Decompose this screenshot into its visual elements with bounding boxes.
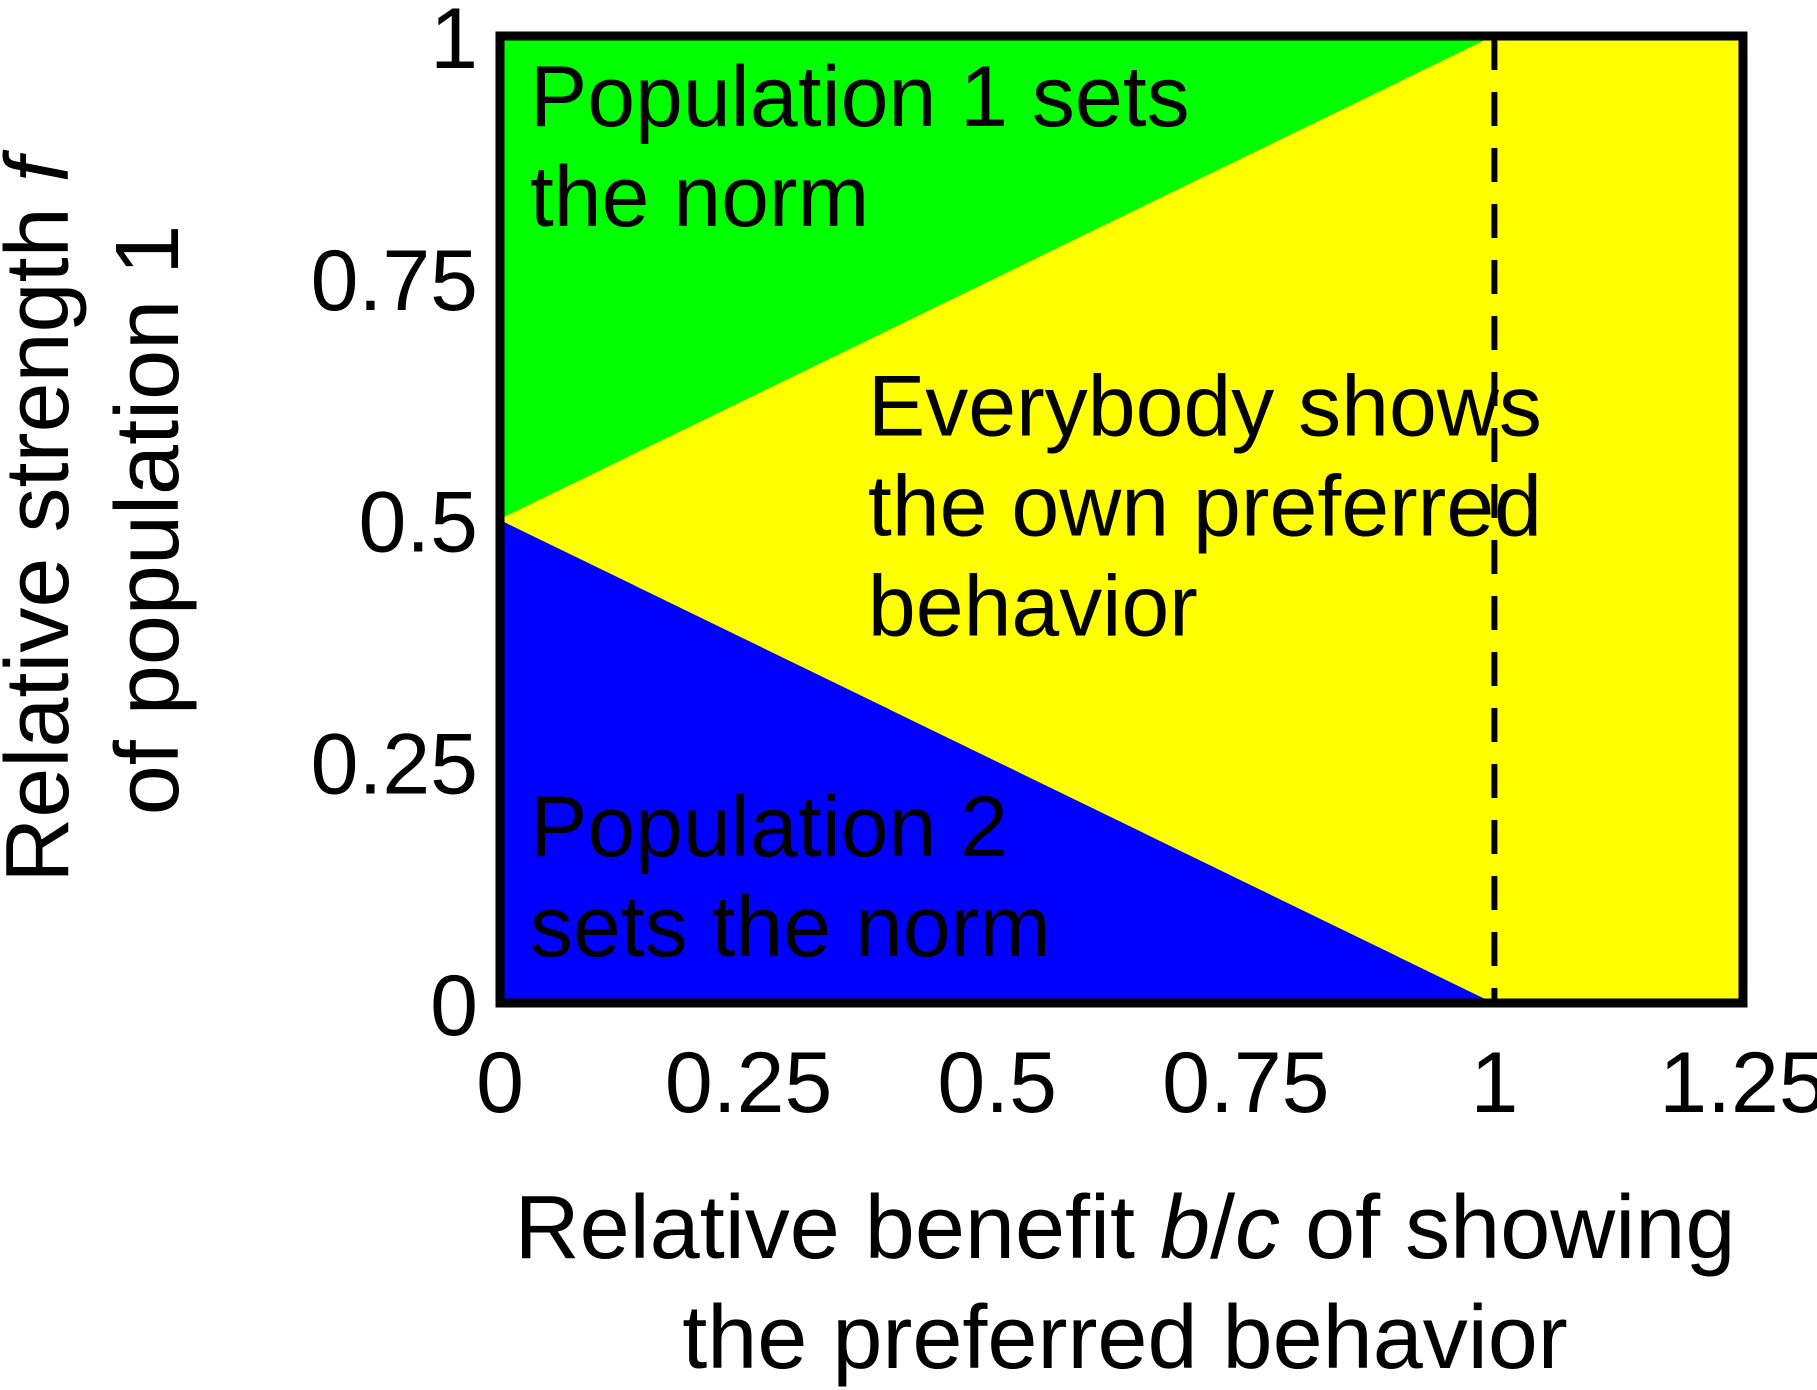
axis-label-line: the preferred behavior <box>682 1288 1568 1388</box>
y-tick-label: 0.75 <box>311 233 478 329</box>
regions-layer <box>498 35 1744 1004</box>
x-tick-label: 0 <box>476 1035 524 1131</box>
population-1-region-label: Population 1 sets the norm <box>530 49 1190 245</box>
axis-label-line: of population 1 <box>98 225 198 816</box>
x-tick-label: 0.75 <box>1162 1035 1329 1131</box>
y-tick-labels: 0 0.25 0.5 0.75 1 <box>311 0 478 1054</box>
population-2-region-label: Population 2 sets the norm <box>530 779 1051 975</box>
y-tick-label: 0.5 <box>358 475 478 571</box>
y-axis-label: Relative strength fof population 1 <box>0 149 198 882</box>
region-labels-layer: Population 1 sets the norm Population 2 set… <box>530 49 1542 975</box>
everybody-region-label: Everybody shows the own preferred behavior <box>868 358 1542 654</box>
y-tick-label: 1 <box>430 0 478 87</box>
x-tick-label: 1 <box>1470 1035 1518 1131</box>
plot-frame-layer <box>495 31 1748 1008</box>
x-tick-labels: 0 0.25 0.5 0.75 1 1.25 <box>476 1035 1817 1131</box>
axis-label-line: Relative benefit b/c of showing <box>515 1178 1736 1278</box>
plot-frame <box>495 31 1748 1008</box>
x-tick-label: 0.5 <box>937 1035 1057 1131</box>
x-tick-label: 1.25 <box>1659 1035 1817 1131</box>
y-tick-label: 0 <box>430 958 478 1054</box>
axis-label-line: Relative strength f <box>0 149 88 882</box>
x-tick-label: 0.25 <box>665 1035 832 1131</box>
y-tick-label: 0.25 <box>311 716 478 812</box>
